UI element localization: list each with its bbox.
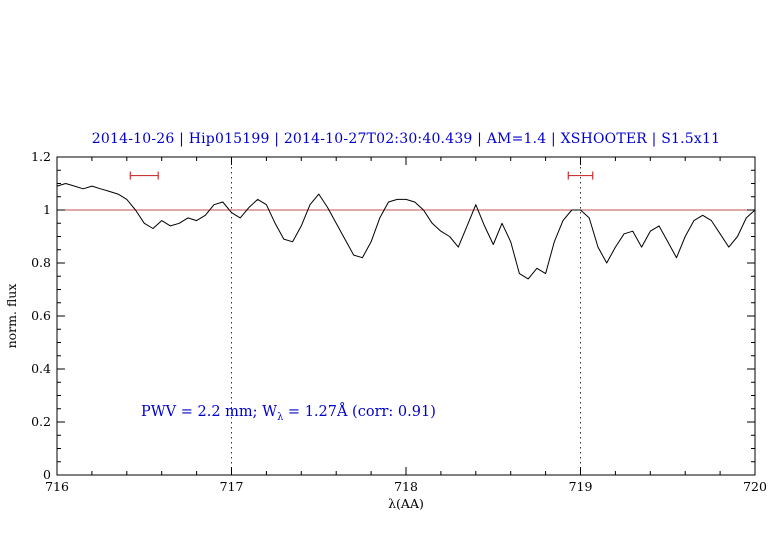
y-tick-label: 0.6 xyxy=(31,308,51,323)
x-tick-label: 716 xyxy=(45,479,69,494)
plot-title: 2014-10-26 | Hip015199 | 2014-10-27T02:3… xyxy=(91,131,721,147)
x-tick-label: 717 xyxy=(220,479,244,494)
annotation-prefix: PWV = 2.2 mm; W xyxy=(141,404,278,420)
x-tick-label: 720 xyxy=(743,479,767,494)
y-tick-label: 0.2 xyxy=(31,414,51,429)
x-tick-label: 719 xyxy=(569,479,593,494)
x-axis-label: λ(AA) xyxy=(388,496,424,511)
plot-frame xyxy=(56,156,756,476)
spectrum-line xyxy=(56,183,756,280)
y-tick-label: 1 xyxy=(43,202,51,217)
y-tick-label: 0.4 xyxy=(31,361,51,376)
y-tick-label: 0 xyxy=(43,467,51,482)
annotation-lambda-subscript: λ xyxy=(277,411,284,423)
y-axis-label: norm. flux xyxy=(4,284,19,349)
x-tick-label: 718 xyxy=(394,479,418,494)
y-tick-label: 1.2 xyxy=(31,149,51,164)
pwv-annotation: PWV = 2.2 mm; Wλ = 1.27Å (corr: 0.91) xyxy=(141,404,436,423)
y-tick-label: 0.8 xyxy=(31,255,51,270)
annotation-suffix: = 1.27Å (corr: 0.91) xyxy=(283,404,436,420)
